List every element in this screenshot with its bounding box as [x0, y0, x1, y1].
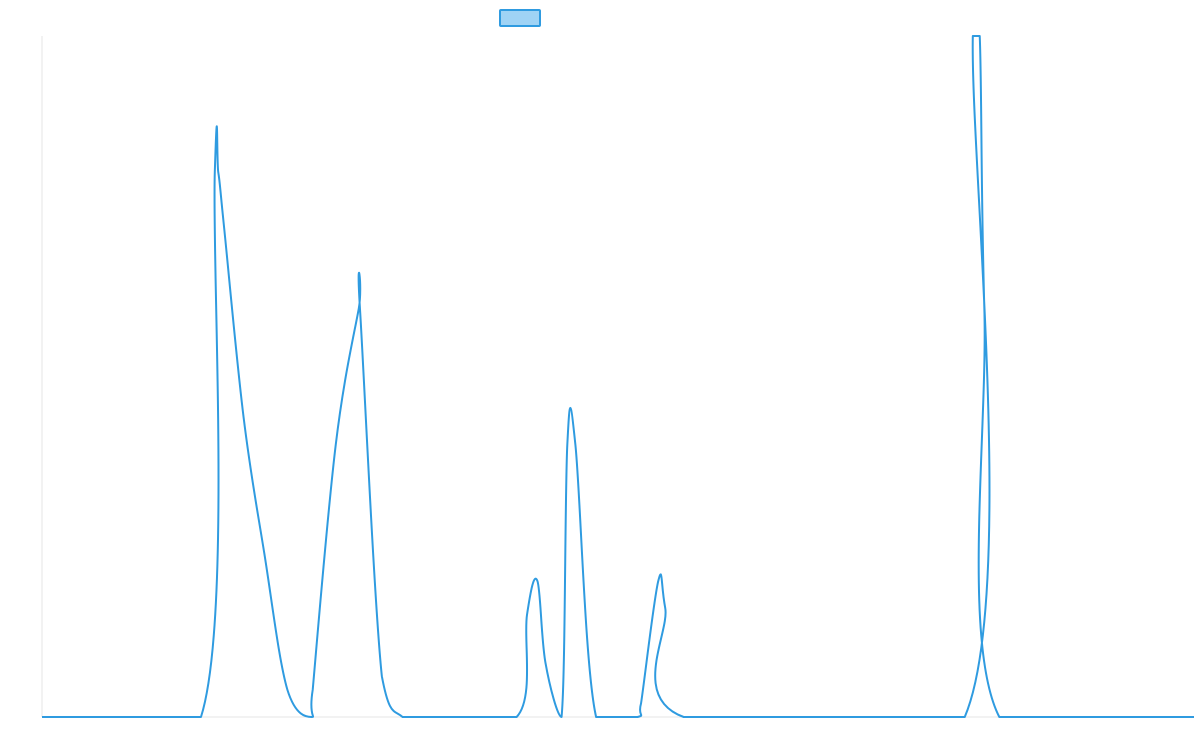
data-point[interactable]: [310, 687, 316, 693]
data-point[interactable]: [284, 687, 290, 693]
legend[interactable]: [499, 9, 541, 27]
data-point[interactable]: [514, 714, 520, 720]
data-point[interactable]: [981, 305, 987, 311]
legend-swatch[interactable]: [499, 9, 541, 27]
data-point[interactable]: [977, 33, 983, 39]
data-point[interactable]: [309, 714, 315, 720]
data-point[interactable]: [221, 224, 227, 230]
data-point[interactable]: [681, 714, 687, 720]
data-point[interactable]: [638, 700, 644, 706]
series-line: [41, 35, 1194, 719]
data-point[interactable]: [572, 442, 578, 448]
data-point[interactable]: [1191, 714, 1197, 720]
data-point[interactable]: [662, 605, 668, 611]
data-point[interactable]: [215, 169, 221, 175]
data-point[interactable]: [996, 714, 1002, 720]
data-point[interactable]: [333, 442, 339, 448]
data-point[interactable]: [261, 551, 267, 557]
data-point[interactable]: [400, 714, 406, 720]
data-point[interactable]: [379, 673, 385, 679]
data-point[interactable]: [542, 660, 548, 666]
data-point[interactable]: [962, 714, 968, 720]
data-point[interactable]: [655, 578, 661, 584]
data-point[interactable]: [559, 714, 565, 720]
data-point[interactable]: [635, 714, 641, 720]
data-point[interactable]: [564, 442, 570, 448]
data-point[interactable]: [39, 714, 45, 720]
data-point[interactable]: [593, 714, 599, 720]
data-point[interactable]: [198, 714, 204, 720]
data-point[interactable]: [241, 414, 247, 420]
data-point[interactable]: [357, 305, 363, 311]
point-layer: [39, 33, 1197, 720]
data-point[interactable]: [534, 578, 540, 584]
data-point[interactable]: [970, 33, 976, 39]
data-point[interactable]: [425, 714, 431, 720]
data-point[interactable]: [524, 612, 530, 618]
